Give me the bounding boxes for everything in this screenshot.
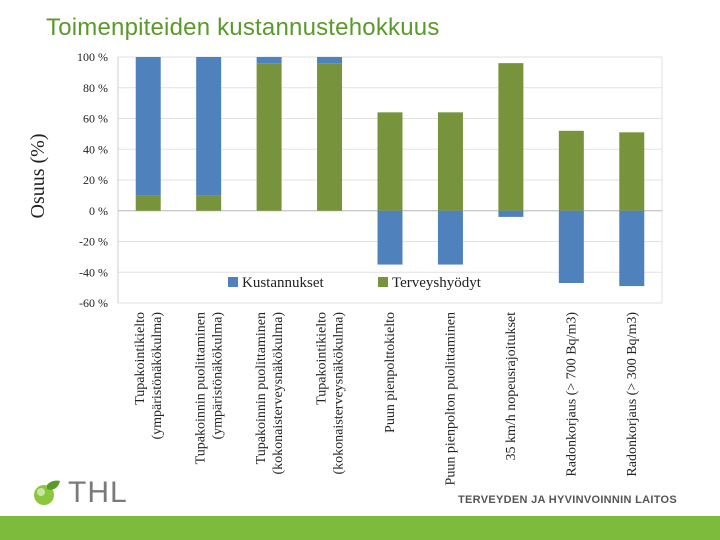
x-tick-label-line: Tupakointikielto (315, 312, 330, 405)
y-tick-label: 60 % (83, 112, 108, 126)
x-tick-label-line: 35 km/h nopeusrajoitukset (504, 312, 519, 461)
y-axis-label: Osuus (%) (27, 134, 49, 219)
bar-terveyshyödyt (196, 195, 222, 211)
x-tick-label-line: (ympäristönäkökulma) (211, 312, 226, 440)
y-tick-label: 0 % (89, 204, 108, 218)
bar-terveyshyödyt (317, 63, 343, 211)
bar-terveyshyödyt (377, 112, 403, 211)
legend-label: Terveyshyödyt (392, 275, 482, 291)
x-tick-label-line: Tupakoinnin puolittaminen (254, 312, 269, 464)
y-tick-label: -20 % (79, 235, 108, 249)
x-tick-label-line: Radonkorjaus (> 300 Bq/m3) (625, 312, 640, 477)
x-tick-label: Radonkorjaus (> 300 Bq/m3) (625, 312, 640, 477)
x-tick-label-line: (kokonaisterveysnäkökulma) (271, 312, 286, 475)
x-tick-label: Radonkorjaus (> 700 Bq/m3) (564, 312, 579, 477)
x-tick-label: Tupakoinnin puolittaminen (ympäristönäkök… (194, 312, 226, 465)
legend-swatch (228, 277, 238, 287)
y-tick-label: 100 % (77, 50, 108, 64)
institute-name: TERVEYDEN JA HYVINVOINNIN LAITOS (458, 494, 678, 506)
x-tick-label: Puun pienpolttokielto (383, 312, 398, 433)
x-tick-label: Puun pienpolton puolittaminen (443, 312, 458, 485)
brand-text: THL (68, 476, 128, 509)
footer-bar (0, 516, 720, 540)
y-tick-label: 20 % (83, 173, 108, 187)
x-tick-label-line: Radonkorjaus (> 700 Bq/m3) (564, 312, 579, 477)
bar-terveyshyödyt (437, 112, 463, 211)
globe-leaf-icon (34, 480, 60, 505)
x-tick-label-line: Puun pienpolttokielto (383, 312, 398, 433)
x-tick-label-line: (ympäristönäkökulma) (150, 312, 165, 440)
bar-kustannukset (437, 210, 463, 265)
bar-kustannukset (498, 210, 524, 217)
y-tick-label: -40 % (79, 265, 108, 279)
y-tick-labels: -60 % -40 % -20 % 0 % 20 % 40 % 60 % 80 % 100 % (77, 50, 108, 310)
bar-terveyshyödyt (256, 63, 282, 211)
bar-kustannukset (377, 210, 403, 265)
bar-terveyshyödyt (498, 63, 524, 211)
y-tick-label: 80 % (83, 81, 108, 95)
y-tick-label: 40 % (83, 142, 108, 156)
legend-swatch (378, 277, 388, 287)
bar-terveyshyödyt (135, 195, 161, 211)
chart-bars (135, 57, 645, 287)
x-tick-label-line: Tupakoinnin puolittaminen (194, 312, 209, 464)
bar-kustannukset (558, 210, 584, 284)
x-tick-label-line: Tupakointikielto (133, 312, 148, 405)
x-category-labels: Tupakointikielto (ympäristönäkökulma) Tupa… (133, 312, 640, 486)
x-tick-label: Tupakointikielto (kokonaisterveysnäkökulm… (315, 312, 347, 475)
x-tick-label: Tupakoinnin puolittaminen (kokonaistervey… (254, 312, 286, 475)
x-tick-label: Tupakointikielto (ympäristönäkökulma) (133, 312, 165, 440)
x-tick-label: 35 km/h nopeusrajoitukset (504, 312, 519, 461)
bar-kustannukset (135, 57, 161, 196)
bar-kustannukset (256, 57, 282, 64)
bar-kustannukset (619, 210, 645, 287)
x-tick-label-line: Puun pienpolton puolittaminen (443, 312, 458, 485)
y-tick-label: -60 % (79, 296, 108, 310)
bar-kustannukset (196, 57, 222, 196)
bar-terveyshyödyt (619, 132, 645, 211)
chart-legend: Kustannukset Terveyshyödyt (228, 275, 482, 291)
bar-terveyshyödyt (558, 130, 584, 211)
bar-kustannukset (317, 57, 343, 64)
thl-logo: THL (30, 476, 128, 510)
legend-label: Kustannukset (242, 275, 324, 291)
slide-title: Toimenpiteiden kustannustehokkuus (46, 14, 440, 41)
x-tick-label-line: (kokonaisterveysnäkökulma) (332, 312, 347, 475)
